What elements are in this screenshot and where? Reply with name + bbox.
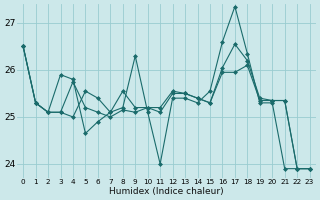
X-axis label: Humidex (Indice chaleur): Humidex (Indice chaleur) [109,187,224,196]
